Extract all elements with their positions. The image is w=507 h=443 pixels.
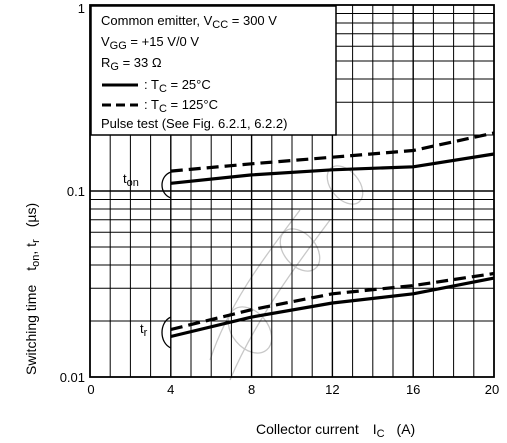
curve-annotations: ton tr <box>123 171 172 349</box>
ton-bracket <box>161 171 172 199</box>
y-tick-label: 0.1 <box>67 184 85 199</box>
legend-condition-vgg: VGG = +15 V/0 V <box>101 34 199 52</box>
legend: Common emitter, VCC = 300 V VGG = +15 V/… <box>90 5 337 136</box>
series-ton-solid-line <box>170 152 495 185</box>
y-axis-title: Switching timeton, tr(µs) <box>23 203 42 375</box>
series-tr-dashed-line <box>170 271 495 332</box>
legend-entry-125c: : TC = 125°C <box>144 97 218 115</box>
y-tick-label: 0.01 <box>60 370 85 385</box>
plot-frame <box>89 4 495 378</box>
legend-entry-25c: : TC = 25°C <box>144 77 211 95</box>
x-tick-label: 0 <box>87 382 94 397</box>
tr-bracket <box>161 316 172 349</box>
x-tick-label: 4 <box>167 382 174 397</box>
x-tick-label: 20 <box>485 382 499 397</box>
tr-curve-label: tr <box>140 321 148 339</box>
series-tr-solid-line <box>170 276 495 339</box>
tick-labels: 0 4 8 12 16 20 0.01 0.1 1 <box>60 1 500 397</box>
series-group <box>170 131 495 339</box>
legend-condition-vcc: Common emitter, VCC = 300 V <box>101 13 277 31</box>
x-axis-title: Collector current IC (A) <box>256 421 415 440</box>
ton-curve-label: ton <box>123 171 139 189</box>
legend-condition-rg: RG = 33 Ω <box>101 55 162 73</box>
legend-box <box>90 5 337 136</box>
watermark-logo <box>209 165 364 381</box>
x-tick-label: 16 <box>406 382 420 397</box>
x-tick-label: 12 <box>325 382 339 397</box>
series-ton-dashed-line <box>170 131 495 173</box>
x-tick-label: 8 <box>248 382 255 397</box>
y-tick-label: 1 <box>78 1 85 16</box>
legend-note: Pulse test (See Fig. 6.2.1, 6.2.2) <box>101 116 287 131</box>
